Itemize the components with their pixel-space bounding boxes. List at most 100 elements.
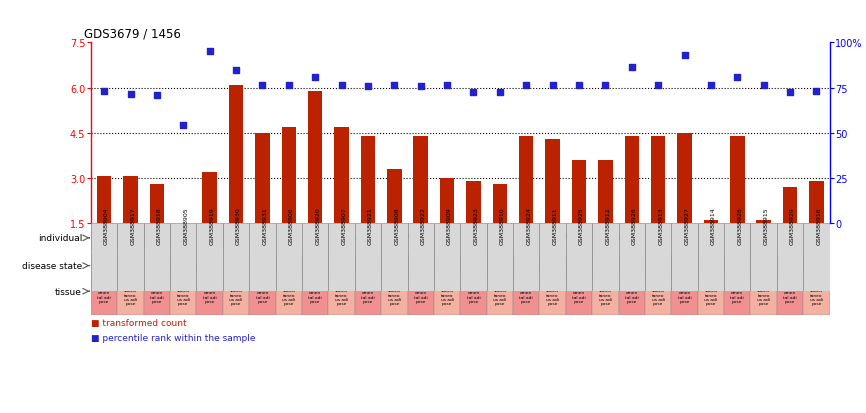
Bar bbox=[328, 223, 355, 292]
Text: omen
tal adi
pose: omen tal adi pose bbox=[572, 291, 586, 303]
Bar bbox=[123, 177, 138, 223]
Text: GSM388912: GSM388912 bbox=[605, 206, 611, 244]
Text: GSM388904: GSM388904 bbox=[104, 206, 109, 244]
Text: ■ percentile rank within the sample: ■ percentile rank within the sample bbox=[91, 333, 255, 342]
Text: omen
tal adi
pose: omen tal adi pose bbox=[414, 291, 428, 303]
Bar bbox=[540, 223, 565, 292]
Point bbox=[677, 52, 691, 59]
Point bbox=[308, 75, 322, 81]
Text: GSM388910: GSM388910 bbox=[500, 207, 505, 244]
Bar bbox=[724, 223, 751, 292]
Bar bbox=[170, 279, 197, 315]
Bar bbox=[281, 127, 296, 223]
Text: 18: 18 bbox=[507, 234, 519, 243]
Bar bbox=[328, 225, 381, 252]
Text: omen
tal adi
pose: omen tal adi pose bbox=[783, 291, 797, 303]
Text: omen
tal adi
pose: omen tal adi pose bbox=[520, 291, 533, 303]
Text: 5: 5 bbox=[194, 234, 199, 243]
Point bbox=[730, 75, 744, 81]
Bar bbox=[751, 223, 777, 292]
Text: omen
tal adi
pose: omen tal adi pose bbox=[97, 291, 111, 303]
Text: subcu
taneo
us adi
pose: subcu taneo us adi pose bbox=[229, 289, 242, 305]
Text: omen
tal adi
pose: omen tal adi pose bbox=[467, 291, 481, 303]
Text: subcu
taneo
us adi
pose: subcu taneo us adi pose bbox=[124, 289, 137, 305]
Bar bbox=[671, 223, 698, 292]
Text: 6: 6 bbox=[247, 234, 252, 243]
Text: GSM388929: GSM388929 bbox=[790, 206, 795, 244]
Text: GSM388915: GSM388915 bbox=[764, 207, 769, 244]
Bar bbox=[624, 136, 639, 223]
Text: subcu
taneo
us adi
pose: subcu taneo us adi pose bbox=[810, 289, 823, 305]
Bar bbox=[170, 223, 197, 292]
Text: subcu
taneo
us adi
pose: subcu taneo us adi pose bbox=[704, 289, 717, 305]
Text: GSM388925: GSM388925 bbox=[579, 206, 584, 244]
Bar bbox=[381, 225, 434, 252]
Text: GSM388914: GSM388914 bbox=[711, 206, 716, 244]
Bar bbox=[117, 223, 144, 292]
Bar bbox=[434, 279, 461, 315]
Bar bbox=[777, 279, 804, 315]
Bar bbox=[698, 223, 724, 292]
Point bbox=[704, 82, 718, 89]
Bar bbox=[724, 279, 751, 315]
Text: GSM388907: GSM388907 bbox=[341, 206, 346, 244]
Bar bbox=[381, 223, 408, 292]
Text: GSM388919: GSM388919 bbox=[210, 206, 215, 244]
Text: obese: obese bbox=[537, 261, 568, 271]
Point bbox=[229, 67, 243, 74]
Text: omen
tal adi
pose: omen tal adi pose bbox=[255, 291, 269, 303]
Bar bbox=[546, 140, 560, 223]
Text: omen
tal adi
pose: omen tal adi pose bbox=[361, 291, 375, 303]
Bar bbox=[170, 225, 223, 252]
Point bbox=[334, 82, 348, 89]
Text: 14: 14 bbox=[350, 234, 360, 243]
Text: tissue: tissue bbox=[55, 287, 82, 296]
Text: 22: 22 bbox=[719, 234, 729, 243]
Bar bbox=[565, 223, 592, 292]
Text: subcu
taneo
us adi
pose: subcu taneo us adi pose bbox=[494, 289, 507, 305]
Bar bbox=[698, 225, 751, 252]
Text: GSM388924: GSM388924 bbox=[527, 206, 531, 244]
Point bbox=[572, 82, 586, 89]
Point bbox=[546, 82, 559, 89]
Bar bbox=[275, 223, 302, 292]
Text: GSM388921: GSM388921 bbox=[368, 206, 373, 244]
Bar bbox=[461, 223, 487, 292]
Text: GSM388908: GSM388908 bbox=[394, 207, 399, 244]
Bar bbox=[809, 181, 824, 223]
Text: GSM388928: GSM388928 bbox=[737, 206, 742, 244]
Point bbox=[598, 82, 612, 89]
Text: GSM388909: GSM388909 bbox=[447, 206, 452, 244]
Text: 3: 3 bbox=[128, 234, 133, 243]
Text: GSM388918: GSM388918 bbox=[157, 207, 162, 244]
Text: GSM388911: GSM388911 bbox=[553, 207, 558, 244]
Bar bbox=[355, 279, 381, 315]
Bar bbox=[730, 136, 745, 223]
Bar bbox=[461, 279, 487, 315]
Text: GSM388920: GSM388920 bbox=[315, 206, 320, 244]
Text: subcu
taneo
us adi
pose: subcu taneo us adi pose bbox=[598, 289, 612, 305]
Bar bbox=[651, 136, 665, 223]
Bar bbox=[618, 279, 645, 315]
Point bbox=[440, 82, 454, 89]
Bar bbox=[592, 279, 618, 315]
Point bbox=[124, 91, 138, 98]
Text: 24: 24 bbox=[811, 234, 822, 243]
Bar bbox=[434, 225, 487, 252]
Text: subcu
taneo
us adi
pose: subcu taneo us adi pose bbox=[388, 289, 401, 305]
Text: 1: 1 bbox=[101, 234, 107, 243]
Bar bbox=[408, 279, 434, 315]
Bar bbox=[223, 279, 249, 315]
Text: GSM388917: GSM388917 bbox=[131, 206, 135, 244]
Bar bbox=[91, 225, 117, 252]
Text: omen
tal adi
pose: omen tal adi pose bbox=[678, 291, 691, 303]
Text: GSM388905: GSM388905 bbox=[184, 207, 188, 244]
Bar bbox=[487, 225, 540, 252]
Text: subcu
taneo
us adi
pose: subcu taneo us adi pose bbox=[546, 289, 559, 305]
Bar bbox=[704, 221, 718, 223]
Bar bbox=[203, 172, 216, 223]
Bar bbox=[540, 225, 592, 252]
Bar bbox=[150, 185, 165, 223]
Bar bbox=[513, 223, 540, 292]
Text: ■ transformed count: ■ transformed count bbox=[91, 318, 186, 327]
